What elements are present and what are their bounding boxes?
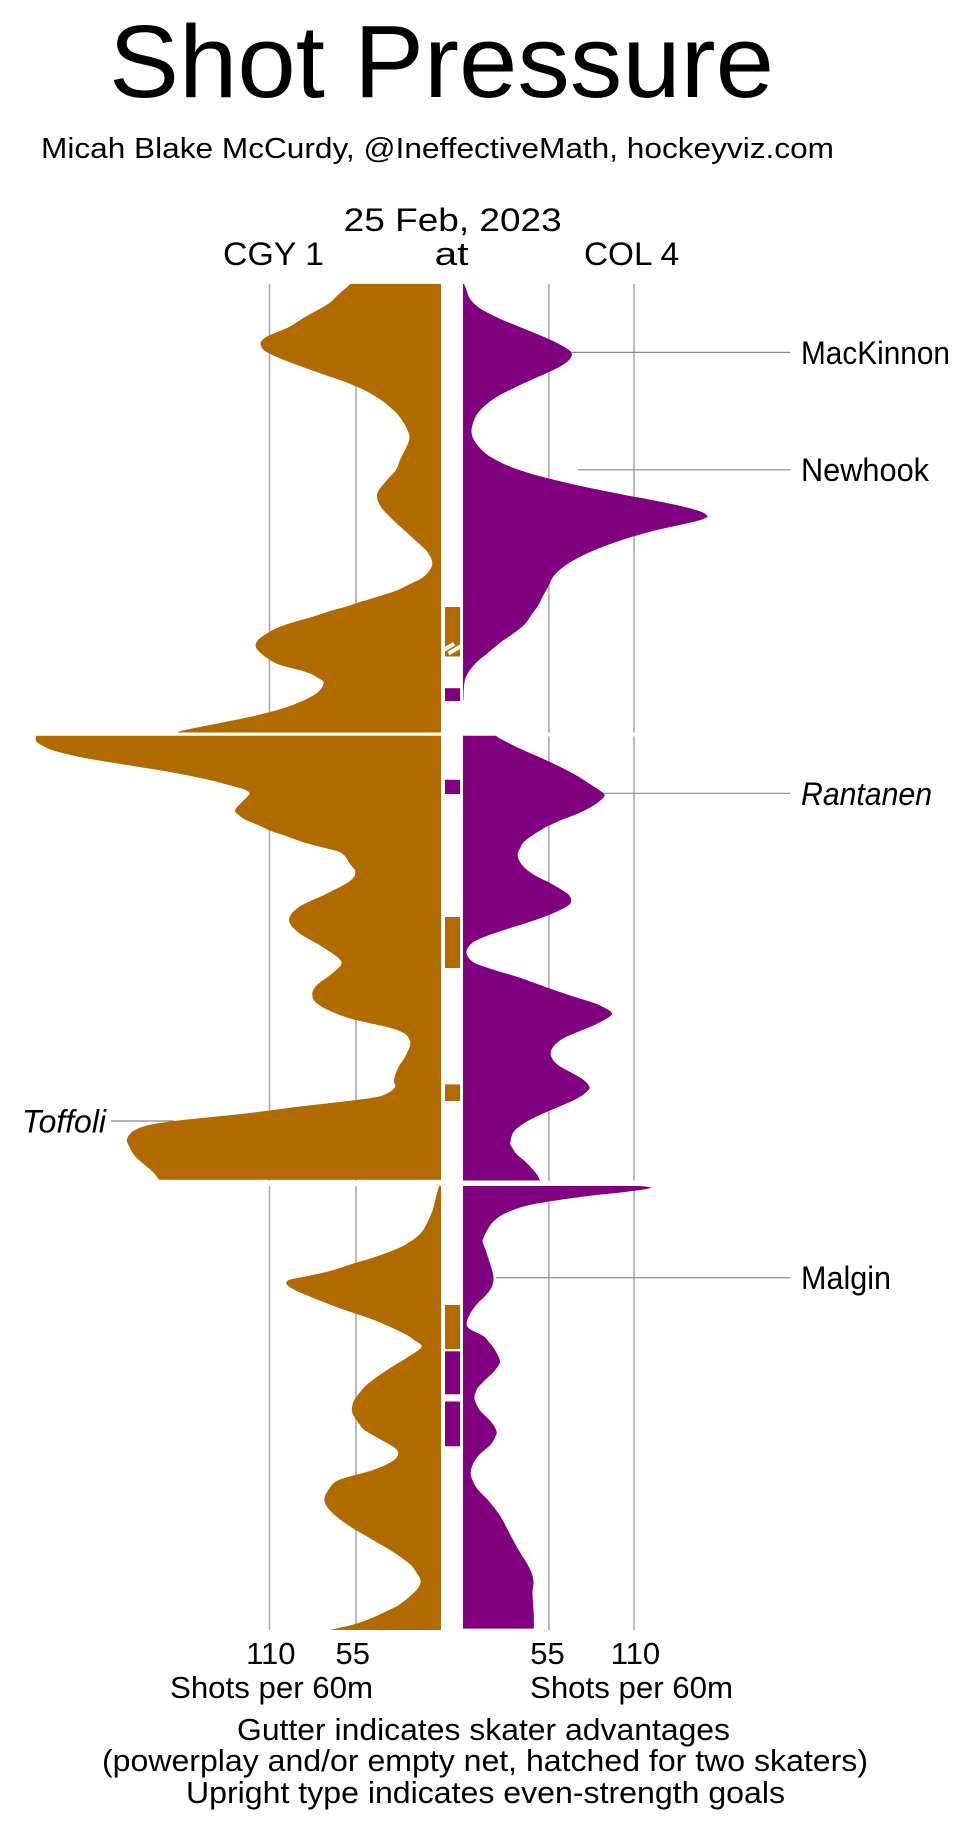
svg-text:Toffoli: Toffoli	[22, 1104, 107, 1140]
svg-text:Micah Blake McCurdy, @Ineffect: Micah Blake McCurdy, @IneffectiveMath, h…	[41, 133, 834, 165]
svg-text:Shots per 60m: Shots per 60m	[170, 1670, 373, 1705]
svg-text:Malgin: Malgin	[801, 1260, 891, 1296]
svg-text:110: 110	[611, 1636, 660, 1671]
svg-text:CGY 1: CGY 1	[223, 236, 324, 272]
svg-text:Newhook: Newhook	[801, 452, 930, 488]
svg-text:25 Feb, 2023: 25 Feb, 2023	[344, 202, 562, 238]
svg-text:55: 55	[530, 1636, 564, 1671]
svg-text:Gutter indicates skater advant: Gutter indicates skater advantages	[237, 1712, 730, 1747]
svg-text:110: 110	[246, 1636, 295, 1671]
svg-text:COL 4: COL 4	[584, 236, 679, 272]
svg-text:55: 55	[336, 1636, 370, 1671]
svg-text:at: at	[435, 236, 469, 272]
svg-text:Shot Pressure: Shot Pressure	[109, 4, 774, 119]
svg-text:Rantanen: Rantanen	[801, 776, 932, 812]
svg-text:MacKinnon: MacKinnon	[801, 335, 950, 371]
svg-text:Upright type indicates even-st: Upright type indicates even-strength goa…	[186, 1775, 785, 1810]
svg-text:(powerplay and/or empty net, h: (powerplay and/or empty net, hatched for…	[102, 1743, 868, 1778]
svg-text:Shots per 60m: Shots per 60m	[530, 1670, 733, 1705]
